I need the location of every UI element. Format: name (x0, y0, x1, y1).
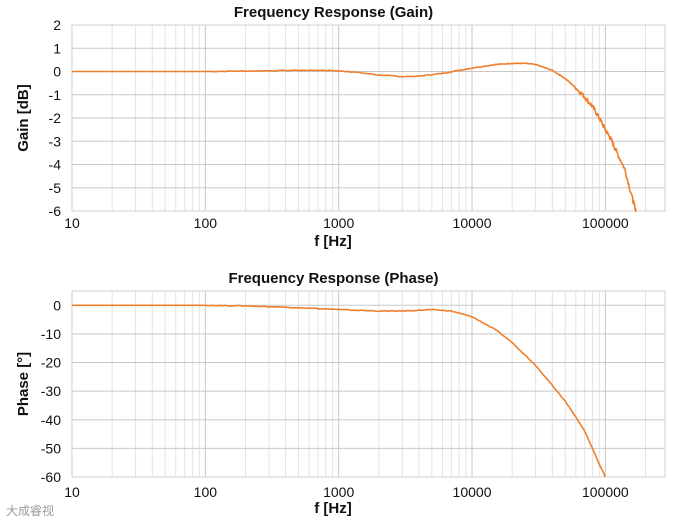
x-axis-label: f [Hz] (314, 233, 352, 250)
y-tick-label: -20 (41, 355, 61, 371)
gain-chart: 210-1-2-3-4-5-610 100 1000 10000 100000Frequ… (15, 4, 666, 250)
x-tick-label: 100 (194, 484, 218, 500)
y-tick-label: 2 (53, 17, 61, 33)
x-tick-label: 100000 (582, 484, 629, 500)
y-tick-label: -30 (41, 383, 61, 399)
y-tick-label: -5 (49, 180, 62, 196)
y-tick-label: 0 (53, 64, 61, 80)
plot-area-frame (71, 24, 666, 212)
x-tick-label: 1000 (323, 484, 354, 500)
phase-chart-title: Frequency Response (Phase) (228, 270, 438, 287)
y-tick-label: 1 (53, 40, 61, 56)
x-tick-label: 10000 (453, 215, 492, 231)
x-axis-label: f [Hz] (314, 500, 352, 517)
y-tick-label: -4 (49, 157, 62, 173)
y-tick-label: -6 (49, 203, 62, 219)
y-tick-label: -50 (41, 440, 61, 456)
y-tick-label: 0 (53, 297, 61, 313)
x-tick-label: 10 (64, 215, 80, 231)
y-axis-label: Gain [dB] (15, 84, 32, 152)
plot-area-frame (71, 290, 666, 478)
y-axis-label: Phase [°] (15, 352, 32, 416)
x-tick-label: 10 (64, 484, 80, 500)
y-tick-label: -10 (41, 326, 61, 342)
watermark: 大成睿视 (6, 503, 54, 518)
x-tick-label: 100 (194, 215, 218, 231)
gain-series-line (72, 62, 637, 213)
y-tick-label: -40 (41, 412, 61, 428)
x-tick-label: 100000 (582, 215, 629, 231)
gain-chart-title: Frequency Response (Gain) (234, 4, 433, 21)
y-tick-label: -2 (49, 110, 62, 126)
phase-series-line (72, 304, 607, 478)
x-tick-label: 1000 (323, 215, 354, 231)
x-tick-label: 10000 (453, 484, 492, 500)
y-tick-label: -1 (49, 87, 62, 103)
y-tick-label: -60 (41, 469, 61, 485)
y-tick-label: -3 (49, 133, 62, 149)
